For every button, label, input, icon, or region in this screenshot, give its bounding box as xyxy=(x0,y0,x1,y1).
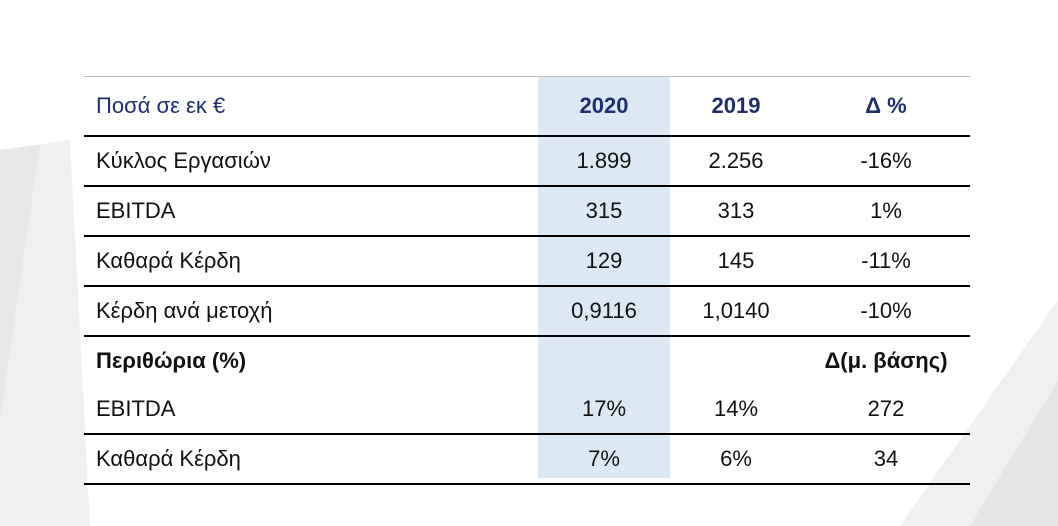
value-2019: 1,0140 xyxy=(670,285,802,336)
value-delta: -11% xyxy=(802,235,970,286)
financial-results-table: Ποσά σε εκ € 2020 2019 Δ % Κύκλος Εργασι… xyxy=(84,76,970,485)
table-row: EBITDA 17% 14% 272 xyxy=(84,385,970,434)
column-header-2020: 2020 xyxy=(538,76,670,136)
value-2020: 7% xyxy=(538,433,670,485)
row-label: Κύκλος Εργασιών xyxy=(84,135,538,186)
margins-section-header-row: Περιθώρια (%) Δ(μ. βάσης) xyxy=(84,335,970,385)
value-2020: 129 xyxy=(538,235,670,286)
value-2019: 6% xyxy=(670,433,802,485)
value-delta: -10% xyxy=(802,285,970,336)
empty-cell xyxy=(670,335,802,385)
column-header-2019: 2019 xyxy=(670,76,802,136)
table-header-row: Ποσά σε εκ € 2020 2019 Δ % xyxy=(84,76,970,136)
amounts-in-million-eur-label: Ποσά σε εκ € xyxy=(84,76,538,136)
value-delta: 34 xyxy=(802,433,970,485)
table-row: EBITDA 315 313 1% xyxy=(84,185,970,236)
row-label: EBITDA xyxy=(84,185,538,236)
value-2019: 145 xyxy=(670,235,802,286)
row-label: EBITDA xyxy=(96,396,176,421)
value-2020: 315 xyxy=(538,185,670,236)
value-2020: 0,9116 xyxy=(538,285,670,336)
margins-section-label: Περιθώρια (%) xyxy=(84,335,538,385)
basis-points-delta-header: Δ(μ. βάσης) xyxy=(802,335,970,385)
value-2019: 14% xyxy=(713,396,759,421)
column-header-delta: Δ % xyxy=(802,76,970,136)
value-delta: 1% xyxy=(802,185,970,236)
value-2020: 1.899 xyxy=(538,135,670,186)
value-2019: 313 xyxy=(670,185,802,236)
empty-cell xyxy=(538,335,670,385)
value-delta: 272 xyxy=(867,396,905,421)
row-label: Καθαρά Κέρδη xyxy=(84,235,538,286)
row-label: Κέρδη ανά μετοχή xyxy=(84,285,538,336)
value-2020: 17% xyxy=(581,396,627,421)
row-label: Καθαρά Κέρδη xyxy=(84,433,538,485)
table-row: Κέρδη ανά μετοχή 0,9116 1,0140 -10% xyxy=(84,285,970,336)
table-row: Κύκλος Εργασιών 1.899 2.256 -16% xyxy=(84,135,970,186)
value-delta: -16% xyxy=(802,135,970,186)
results-table: Ποσά σε εκ € 2020 2019 Δ % Κύκλος Εργασι… xyxy=(84,76,970,485)
value-2019: 2.256 xyxy=(670,135,802,186)
table-row: Καθαρά Κέρδη 7% 6% 34 xyxy=(84,433,970,485)
table-row: Καθαρά Κέρδη 129 145 -11% xyxy=(84,235,970,286)
